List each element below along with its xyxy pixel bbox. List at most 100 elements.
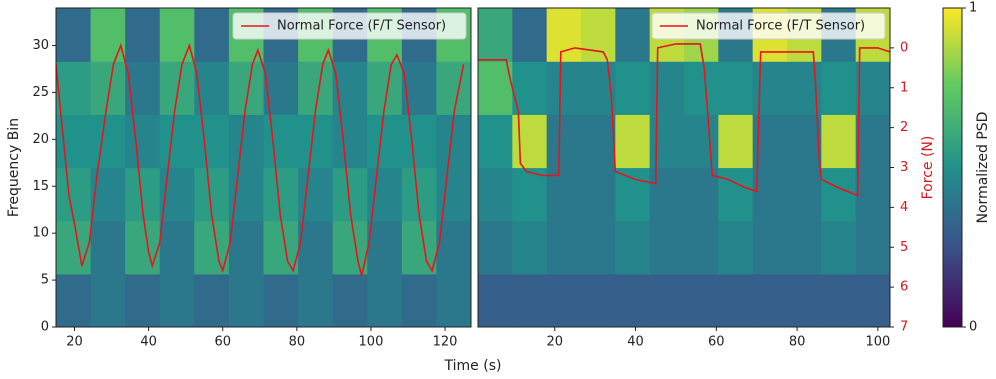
heatmap-cell: [228, 220, 265, 275]
heatmap-cell: [787, 167, 822, 222]
heatmap-cell: [159, 114, 195, 169]
heatmap-cell: [615, 61, 651, 115]
heatmap-cell: [401, 273, 438, 327]
heatmap-cell: [436, 167, 471, 222]
heatmap-cell: [436, 220, 471, 275]
heatmap-cell: [56, 220, 92, 275]
heatmap-cell: [90, 8, 126, 62]
heatmap-cell: [855, 114, 890, 169]
legend-label: Normal Force (F/T Sensor): [696, 19, 865, 34]
plot-area: [56, 8, 471, 327]
heatmap-cell: [512, 273, 548, 327]
heatmap-cell: [478, 273, 513, 327]
heatmap-cell: [56, 167, 92, 222]
x-tick-label: 20: [66, 335, 83, 350]
heatmap-cell: [332, 114, 368, 169]
heatmap-cell: [159, 61, 195, 115]
heatmap-cell: [821, 61, 857, 115]
colorbar-tick-label: 0: [969, 320, 977, 335]
x-tick-label: 100: [865, 335, 890, 350]
heatmap-cell: [546, 273, 582, 327]
heatmap-cell: [298, 220, 334, 275]
heatmap-cell: [436, 61, 471, 115]
y-tick-label: 20: [32, 132, 49, 147]
heatmap-cell: [228, 114, 265, 169]
heatmap-cell: [367, 114, 403, 169]
heatmap-cell: [512, 167, 548, 222]
heatmap-cell: [512, 114, 548, 169]
heatmap-cell: [263, 220, 299, 275]
heatmap-cell: [684, 273, 719, 327]
x-axis-label: Time (s): [444, 358, 502, 374]
heatmap-cell: [56, 273, 92, 327]
heatmap-cell: [615, 8, 651, 62]
heatmap-cell: [263, 273, 299, 327]
y2-tick-label: 6: [900, 280, 908, 295]
x-tick-label: 60: [214, 335, 231, 350]
heatmap-cell: [90, 167, 126, 222]
heatmap-cell: [332, 220, 368, 275]
heatmap-cell: [367, 273, 403, 327]
heatmap-cell: [159, 8, 195, 62]
heatmap-cell: [615, 167, 651, 222]
heatmap-cell: [298, 114, 334, 169]
heatmap-cell: [546, 167, 582, 222]
heatmap-cell: [478, 167, 513, 222]
heatmap-cell: [649, 61, 685, 115]
y2-tick-label: 4: [900, 200, 908, 215]
y-tick-label: 25: [32, 85, 49, 100]
heatmap-cell: [367, 220, 403, 275]
y2-tick-label: 0: [900, 40, 908, 55]
heatmap-cell: [512, 220, 548, 275]
heatmap-cell: [855, 273, 890, 327]
heatmap-cell: [649, 114, 685, 169]
legend-box: [651, 12, 886, 40]
plot-frame: [55, 7, 472, 328]
heatmap-cell: [752, 61, 788, 115]
heatmap-cell: [194, 114, 230, 169]
heatmap-cell: [90, 273, 126, 327]
y2-tick-label: 3: [900, 160, 908, 175]
heatmap-cell: [90, 114, 126, 169]
heatmap-cell: [718, 273, 754, 327]
x-tick-label: 100: [359, 335, 384, 350]
y-axis-label: Frequency Bin: [6, 118, 22, 217]
heatmap-cell: [56, 8, 92, 62]
heatmap-cell: [478, 61, 513, 115]
y-tick-label: 5: [41, 273, 49, 288]
heatmap-cell: [546, 61, 582, 115]
legend-label: Normal Force (F/T Sensor): [277, 19, 446, 34]
heatmap-cell: [125, 273, 161, 327]
heatmap-cell: [752, 167, 788, 222]
heatmap-cell: [194, 273, 230, 327]
heatmap-cell: [90, 220, 126, 275]
legend-box: [232, 12, 467, 40]
heatmap-cell: [125, 61, 161, 115]
heatmap-cell: [125, 8, 161, 62]
heatmap-cell: [159, 273, 195, 327]
heatmap-cell: [159, 220, 195, 275]
heatmap-cell: [228, 61, 265, 115]
colorbar-label: Normalized PSD: [975, 112, 991, 224]
heatmap-cell: [615, 220, 651, 275]
heatmap-cell: [90, 61, 126, 115]
x-tick-label: 80: [789, 335, 806, 350]
heatmap-cell: [125, 114, 161, 169]
y2-tick-label: 1: [900, 80, 908, 95]
heatmap-cell: [855, 220, 890, 275]
heatmap-cell: [581, 167, 616, 222]
heatmap-cell: [436, 273, 471, 327]
heatmap-cell: [228, 167, 265, 222]
x-tick-label: 80: [289, 335, 306, 350]
heatmap-cell: [228, 273, 265, 327]
heatmap-cell: [478, 220, 513, 275]
heatmap-cell: [649, 220, 685, 275]
heatmap-cell: [546, 8, 582, 62]
heatmap-cell: [821, 167, 857, 222]
heatmap-cell: [684, 61, 719, 115]
heatmap-cell: [263, 167, 299, 222]
heatmap-cell: [332, 273, 368, 327]
heatmap-cell: [718, 167, 754, 222]
heatmap-cell: [512, 8, 548, 62]
